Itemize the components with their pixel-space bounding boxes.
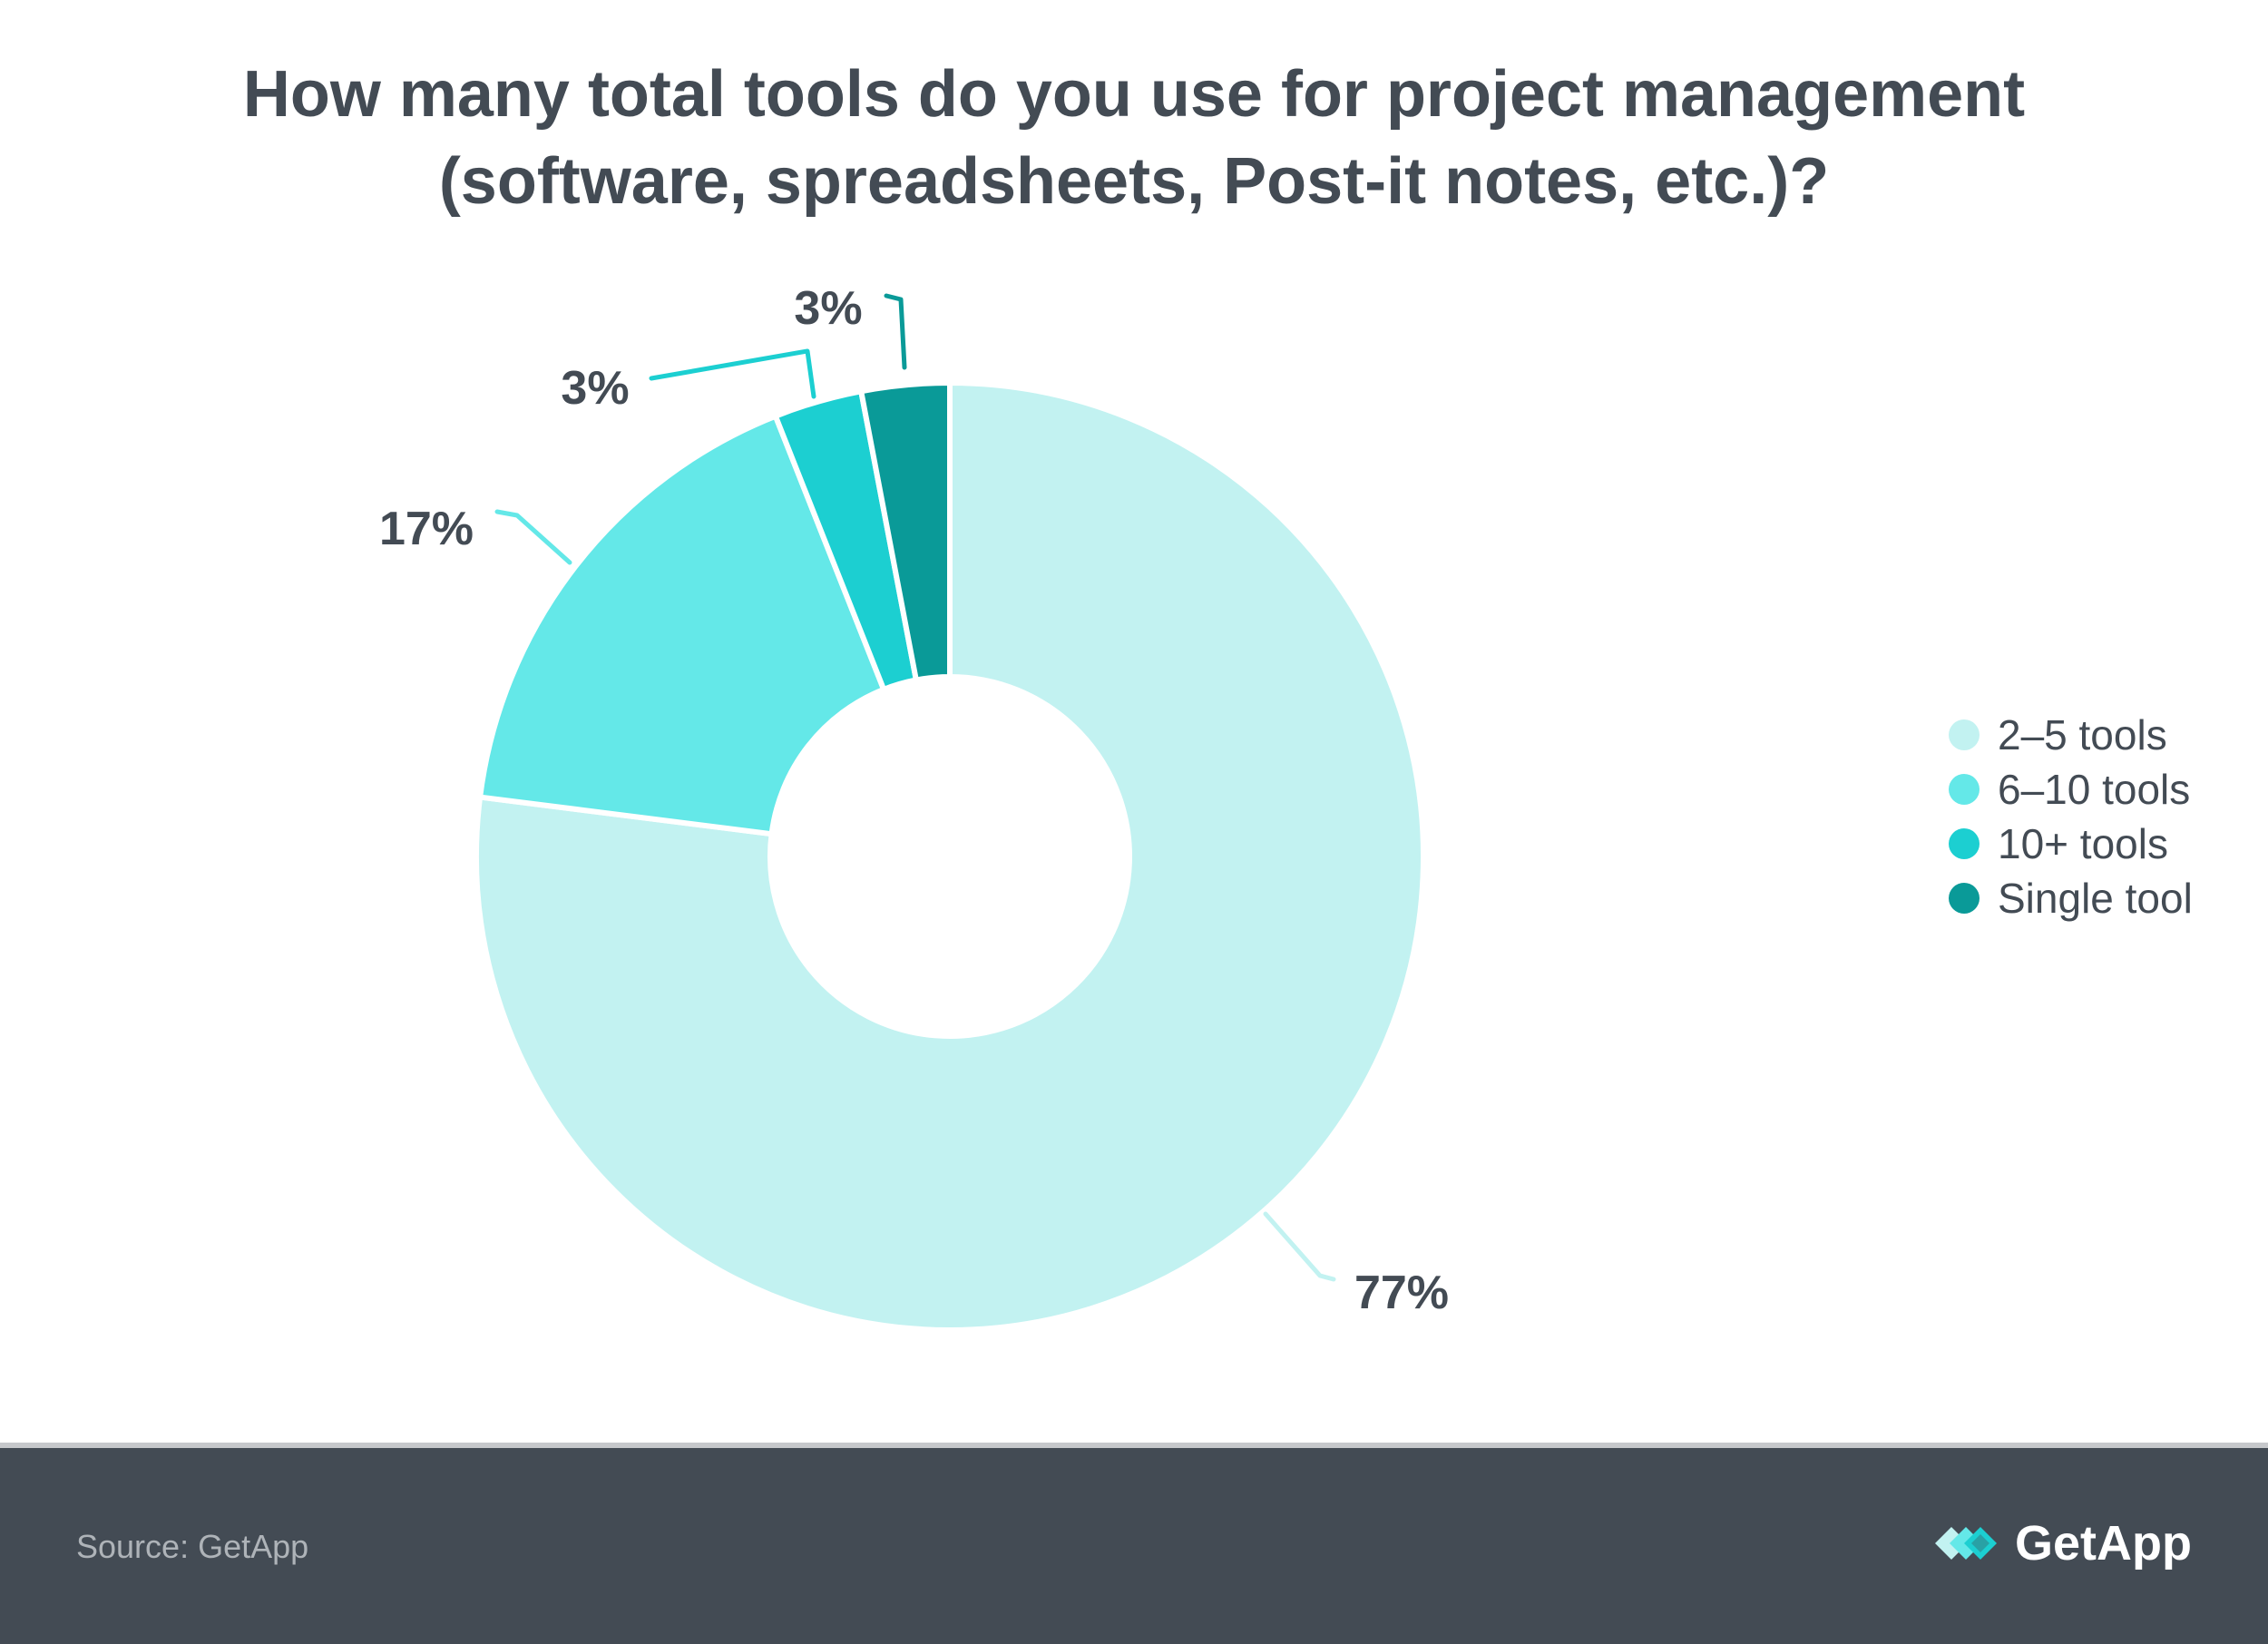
legend-item: 2–5 tools: [1949, 708, 2193, 762]
slice-2-5-tools: [474, 379, 1426, 1333]
brand-name: GetApp: [2015, 1516, 2192, 1571]
legend-swatch-single-tool: [1949, 883, 1980, 914]
footer-divider: [0, 1443, 2268, 1448]
data-label-single-tool: 3%: [794, 282, 862, 335]
leader-line-2-5-tools: [1263, 1211, 1336, 1282]
legend-swatch-10-plus-tools: [1949, 828, 1980, 859]
chart-title-line-1: How many total tools do you use for proj…: [242, 58, 2026, 131]
legend-item: Single tool: [1949, 871, 2193, 925]
leader-line-6-10-tools: [494, 509, 572, 565]
slice-6-10-tools: [476, 412, 888, 837]
legend-item: 10+ tools: [1949, 817, 2193, 871]
getapp-logo-icon: [1935, 1527, 1997, 1560]
legend-item: 6–10 tools: [1949, 762, 2193, 817]
data-label-10-plus-tools: 3%: [561, 362, 629, 415]
source-text: Source: GetApp: [76, 1528, 309, 1565]
data-label-2-5-tools: 77%: [1354, 1267, 1449, 1319]
data-label-6-10-tools: 17%: [379, 503, 474, 555]
donut-chart: 77% 17% 3% 3%: [378, 282, 1450, 1333]
legend-label: 2–5 tools: [1998, 711, 2167, 758]
legend-label: 10+ tools: [1998, 820, 2168, 867]
brand-logo: GetApp: [1931, 1515, 2192, 1571]
leader-line-10-plus-tools: [649, 348, 816, 399]
leader-line-single-tool: [884, 293, 907, 370]
chart-title-line-2: (software, spreadsheets, Post-it notes, …: [438, 145, 1830, 218]
legend: 2–5 tools 6–10 tools 10+ tools Single to…: [1949, 708, 2193, 925]
chart-title: How many total tools do you use for proj…: [0, 51, 2268, 225]
slice-single-tool: [857, 379, 953, 684]
legend-label: 6–10 tools: [1998, 766, 2191, 813]
legend-swatch-2-5-tools: [1949, 719, 1980, 750]
legend-swatch-6-10-tools: [1949, 774, 1980, 805]
footer: Source: GetApp GetApp: [0, 1448, 2268, 1644]
legend-label: Single tool: [1998, 875, 2193, 922]
